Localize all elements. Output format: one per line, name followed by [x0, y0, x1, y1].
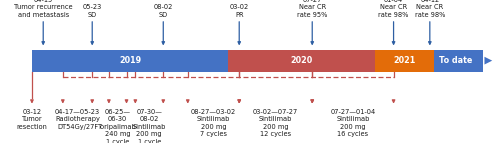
Text: 08-02
SD: 08-02 SD — [154, 4, 173, 18]
Text: 04-12
Near CR
rate 98%: 04-12 Near CR rate 98% — [414, 0, 445, 18]
Text: 2019: 2019 — [119, 56, 141, 65]
Text: 08-27—03-02
Sintilimab
200 mg
7 cycles: 08-27—03-02 Sintilimab 200 mg 7 cycles — [191, 109, 236, 137]
Text: 07-27—01-04
Sintilimab
200 mg
16 cycles: 07-27—01-04 Sintilimab 200 mg 16 cycles — [330, 109, 376, 137]
Text: 03-02
PR: 03-02 PR — [230, 4, 249, 18]
Text: 03-12
Tumor
resection: 03-12 Tumor resection — [16, 109, 48, 130]
Text: 01-04
Near CR
rate 98%: 01-04 Near CR rate 98% — [378, 0, 409, 18]
Text: 07-30—
08-02
Sintilimab
200 mg
1 cycle: 07-30— 08-02 Sintilimab 200 mg 1 cycle — [132, 109, 166, 143]
FancyBboxPatch shape — [32, 50, 228, 72]
Text: 04-15
Tumor recurrence
and metastasis: 04-15 Tumor recurrence and metastasis — [14, 0, 72, 18]
FancyBboxPatch shape — [434, 50, 483, 72]
Text: 03-02—07-27
Sintilimab
200 mg
12 cycles: 03-02—07-27 Sintilimab 200 mg 12 cycles — [253, 109, 298, 137]
Text: 2021: 2021 — [393, 56, 415, 65]
Text: 04-17—05-23
Radiotherapy
DT54Gy/27F: 04-17—05-23 Radiotherapy DT54Gy/27F — [55, 109, 100, 130]
Text: 05-23
SD: 05-23 SD — [82, 4, 102, 18]
FancyBboxPatch shape — [228, 50, 375, 72]
Text: 07-27
Near CR
rate 95%: 07-27 Near CR rate 95% — [297, 0, 328, 18]
Text: 06-25—
06-30
Toripalimab
240 mg
1 cycle: 06-25— 06-30 Toripalimab 240 mg 1 cycle — [98, 109, 137, 143]
Text: To date: To date — [439, 56, 472, 65]
FancyBboxPatch shape — [375, 50, 434, 72]
Text: 2020: 2020 — [290, 56, 312, 65]
